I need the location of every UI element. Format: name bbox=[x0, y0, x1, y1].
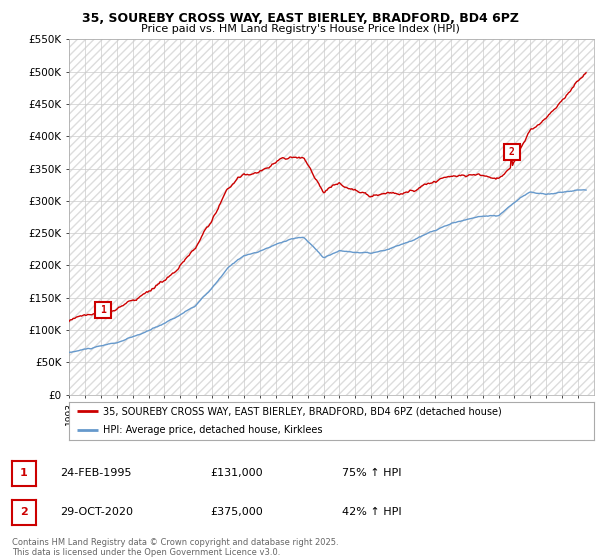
Text: 2: 2 bbox=[509, 147, 515, 157]
Text: Price paid vs. HM Land Registry's House Price Index (HPI): Price paid vs. HM Land Registry's House … bbox=[140, 24, 460, 34]
Text: 1: 1 bbox=[20, 468, 28, 478]
Text: 2: 2 bbox=[20, 507, 28, 517]
Text: 29-OCT-2020: 29-OCT-2020 bbox=[60, 507, 133, 517]
Text: 75% ↑ HPI: 75% ↑ HPI bbox=[342, 468, 401, 478]
Text: 42% ↑ HPI: 42% ↑ HPI bbox=[342, 507, 401, 517]
Text: £131,000: £131,000 bbox=[210, 468, 263, 478]
Text: 24-FEB-1995: 24-FEB-1995 bbox=[60, 468, 131, 478]
Text: HPI: Average price, detached house, Kirklees: HPI: Average price, detached house, Kirk… bbox=[103, 425, 323, 435]
Text: £375,000: £375,000 bbox=[210, 507, 263, 517]
Text: 35, SOUREBY CROSS WAY, EAST BIERLEY, BRADFORD, BD4 6PZ: 35, SOUREBY CROSS WAY, EAST BIERLEY, BRA… bbox=[82, 12, 518, 25]
Text: Contains HM Land Registry data © Crown copyright and database right 2025.
This d: Contains HM Land Registry data © Crown c… bbox=[12, 538, 338, 557]
Text: 35, SOUREBY CROSS WAY, EAST BIERLEY, BRADFORD, BD4 6PZ (detached house): 35, SOUREBY CROSS WAY, EAST BIERLEY, BRA… bbox=[103, 406, 502, 416]
Text: 1: 1 bbox=[100, 305, 106, 315]
